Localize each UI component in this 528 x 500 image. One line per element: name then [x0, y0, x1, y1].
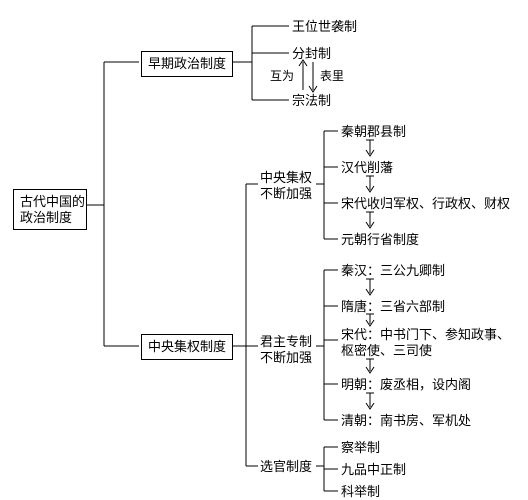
monarchy-item-1-label: 秦汉：三公九卿制	[341, 263, 445, 278]
down-arrow-icon	[366, 176, 374, 192]
monarchy-item-3: 宋代：中书门下、参知政事、 枢密使、三司使	[341, 327, 510, 358]
centralization-item-4: 元朝行省制度	[341, 232, 419, 248]
monarchy-item-4-label: 明朝：废丞相，设内阁	[341, 377, 471, 392]
early-item-3: 宗法制	[292, 93, 331, 109]
selection-item-3-label: 科举制	[341, 484, 380, 499]
monarchy-item-5-label: 清朝：南书房、军机处	[341, 413, 471, 428]
early-item-3-label: 宗法制	[292, 93, 331, 108]
down-arrow-icon	[366, 314, 374, 326]
selection-item-3: 科举制	[341, 484, 380, 500]
down-arrow-icon	[366, 212, 374, 228]
monarchy-item-1: 秦汉：三公九卿制	[341, 263, 445, 279]
selection-item-1: 察举制	[341, 440, 380, 456]
level1-central: 中央集权制度	[141, 334, 233, 360]
centralization-label-2: 不断加强	[260, 186, 312, 201]
selection-item-1-label: 察举制	[341, 440, 380, 455]
early-relation-right-label: 表里	[320, 69, 344, 83]
centralization-item-1-label: 秦朝郡县制	[341, 124, 406, 139]
root-node: 古代中国的 政治制度	[13, 189, 87, 230]
early-item-1: 王位世袭制	[292, 19, 357, 35]
selection-label-text: 选官制度	[260, 459, 312, 474]
selection-item-2: 九品中正制	[341, 462, 406, 478]
centralization-label-1: 中央集权	[260, 170, 312, 185]
centralization-item-1: 秦朝郡县制	[341, 124, 406, 140]
level1-early-label: 早期政治制度	[148, 56, 226, 71]
centralization-item-2: 汉代削藩	[341, 160, 393, 176]
monarchy-item-2: 隋唐：三省六部制	[341, 299, 445, 315]
down-arrow-icon	[366, 393, 374, 409]
monarchy-item-2-label: 隋唐：三省六部制	[341, 299, 445, 314]
monarchy-item-4: 明朝：废丞相，设内阁	[341, 377, 471, 393]
monarchy-item-5: 清朝：南书房、军机处	[341, 413, 471, 429]
root-label-2: 政治制度	[20, 210, 72, 225]
centralization-item-3-label: 宋代收归军权、行政权、财权	[341, 196, 510, 211]
early-relation-right: 表里	[320, 69, 344, 83]
centralization-item-4-label: 元朝行省制度	[341, 232, 419, 247]
down-arrow-icon	[366, 140, 374, 156]
down-arrow-icon	[366, 279, 374, 295]
centralization-item-2-label: 汉代削藩	[341, 160, 393, 175]
selection-item-2-label: 九品中正制	[341, 462, 406, 477]
level1-early: 早期政治制度	[141, 51, 233, 77]
level1-central-label: 中央集权制度	[148, 339, 226, 354]
down-arrow-icon	[366, 359, 374, 373]
early-item-1-label: 王位世袭制	[292, 19, 357, 34]
double-arrow-icon	[299, 60, 317, 92]
monarchy-label-1: 君主专制	[260, 334, 312, 349]
root-label-1: 古代中国的	[20, 194, 85, 209]
early-item-2-label: 分封制	[292, 46, 331, 61]
early-relation-left: 互为	[270, 69, 294, 83]
early-relation-left-label: 互为	[270, 69, 294, 83]
monarchy-item-3-label-1: 宋代：中书门下、参知政事、	[341, 327, 510, 342]
monarchy-label-2: 不断加强	[260, 350, 312, 365]
selection-label: 选官制度	[260, 459, 312, 475]
monarchy-label: 君主专制 不断加强	[260, 334, 312, 365]
monarchy-item-3-label-2: 枢密使、三司使	[341, 343, 432, 358]
early-item-2: 分封制	[292, 46, 331, 62]
centralization-item-3: 宋代收归军权、行政权、财权	[341, 196, 510, 212]
centralization-label: 中央集权 不断加强	[260, 170, 312, 201]
